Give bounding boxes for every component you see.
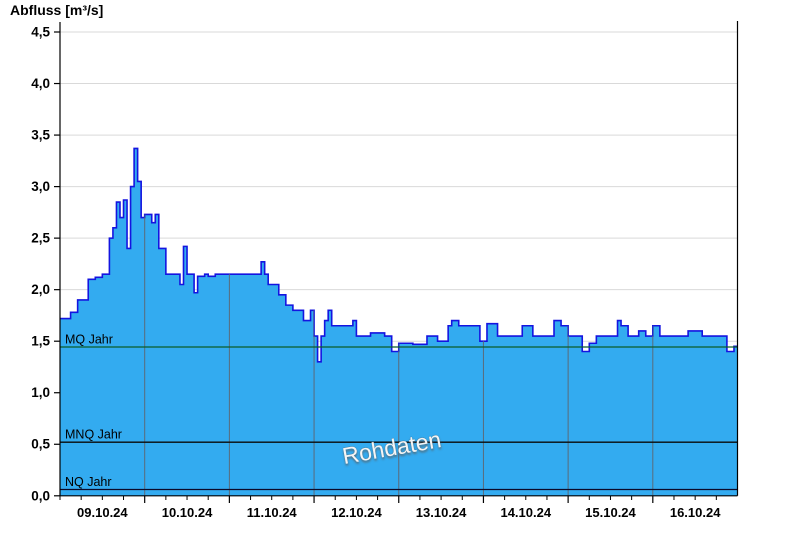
- svg-text:15.10.24: 15.10.24: [585, 505, 636, 520]
- svg-text:3,5: 3,5: [31, 128, 50, 143]
- svg-text:NQ Jahr: NQ Jahr: [65, 475, 112, 489]
- svg-text:14.10.24: 14.10.24: [500, 505, 551, 520]
- svg-text:2,5: 2,5: [31, 231, 50, 246]
- svg-text:16.10.24: 16.10.24: [670, 505, 721, 520]
- svg-text:1,5: 1,5: [31, 334, 50, 349]
- svg-text:0,5: 0,5: [31, 437, 50, 452]
- svg-text:MQ Jahr: MQ Jahr: [65, 333, 113, 347]
- svg-text:4,5: 4,5: [31, 25, 50, 40]
- svg-text:MNQ Jahr: MNQ Jahr: [65, 428, 122, 442]
- svg-text:3,0: 3,0: [31, 179, 50, 194]
- svg-text:0,0: 0,0: [31, 488, 50, 503]
- svg-text:12.10.24: 12.10.24: [331, 505, 382, 520]
- svg-text:4,0: 4,0: [31, 76, 50, 91]
- svg-text:09.10.24: 09.10.24: [77, 505, 128, 520]
- svg-text:2,0: 2,0: [31, 282, 50, 297]
- svg-text:1,0: 1,0: [31, 385, 50, 400]
- svg-text:13.10.24: 13.10.24: [416, 505, 467, 520]
- svg-text:11.10.24: 11.10.24: [247, 505, 298, 520]
- svg-text:10.10.24: 10.10.24: [162, 505, 213, 520]
